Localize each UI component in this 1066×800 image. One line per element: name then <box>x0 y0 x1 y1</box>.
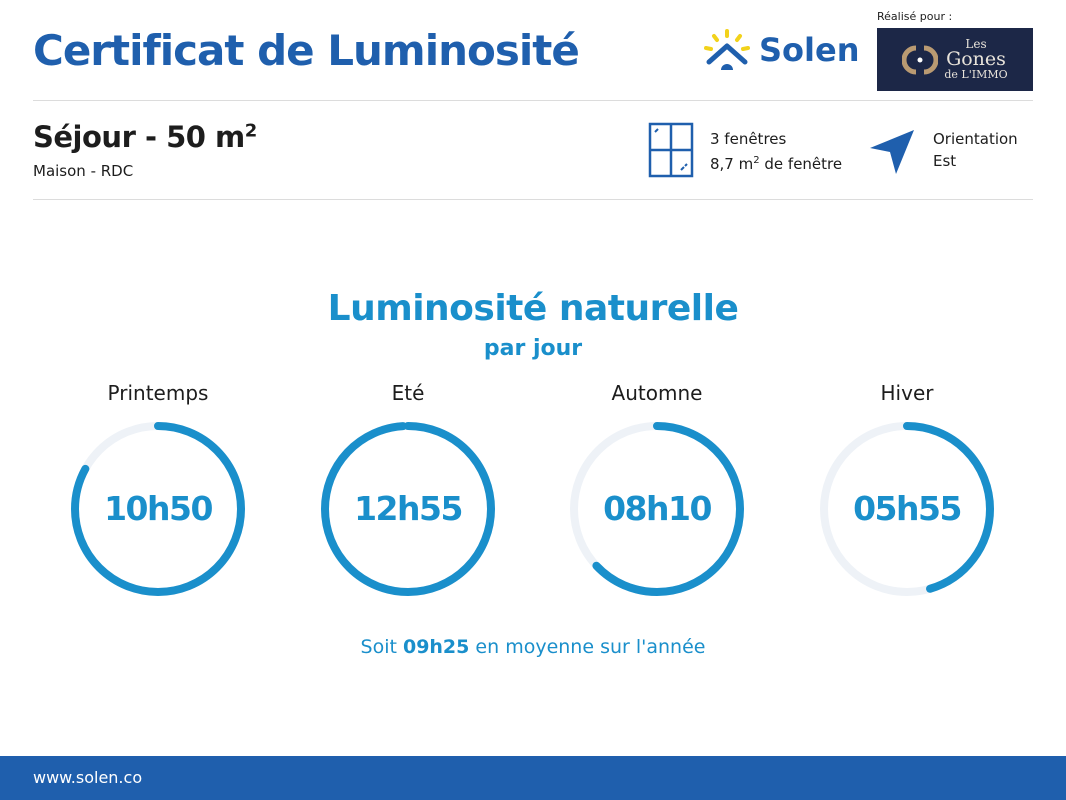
season-ring <box>71 422 245 596</box>
ring-progress <box>820 422 994 596</box>
section-subtitle: par jour <box>483 336 583 361</box>
window-icon <box>648 122 694 178</box>
compass-arrow-icon <box>870 130 914 174</box>
section-title: Luminosité naturelle <box>327 288 739 329</box>
footer: www.solen.co <box>0 756 1066 800</box>
client-logo: Les Gones de L'IMMO <box>877 28 1033 91</box>
room-title: Séjour - 50 m2 <box>33 120 257 154</box>
client-logo-mark <box>902 45 939 74</box>
sun-house-icon <box>704 29 750 70</box>
divider <box>33 100 1033 101</box>
room-subtitle: Maison - RDC <box>33 162 134 180</box>
footer-url[interactable]: www.solen.co <box>33 768 143 787</box>
ring-progress <box>71 422 245 596</box>
made-for-label: Réalisé pour : <box>877 10 953 23</box>
orientation-info: Orientation Est <box>933 130 1018 170</box>
season-ring <box>820 422 994 596</box>
solen-logo: Solen <box>703 28 859 72</box>
season-ete: Eté 12h55 <box>308 381 508 599</box>
season-ring <box>321 422 495 596</box>
ring-progress <box>570 422 744 596</box>
page-title: Certificat de Luminosité <box>33 26 580 75</box>
season-hiver: Hiver 05h55 <box>807 381 1007 599</box>
season-automne: Automne 08h10 <box>557 381 757 599</box>
divider <box>33 199 1033 200</box>
season-ring <box>570 422 744 596</box>
ring-progress <box>321 422 495 596</box>
windows-info: 3 fenêtres 8,7 m2 de fenêtre <box>710 130 843 173</box>
average-text: Soit 09h25 en moyenne sur l'année <box>360 636 706 658</box>
season-printemps: Printemps 10h50 <box>58 381 258 599</box>
